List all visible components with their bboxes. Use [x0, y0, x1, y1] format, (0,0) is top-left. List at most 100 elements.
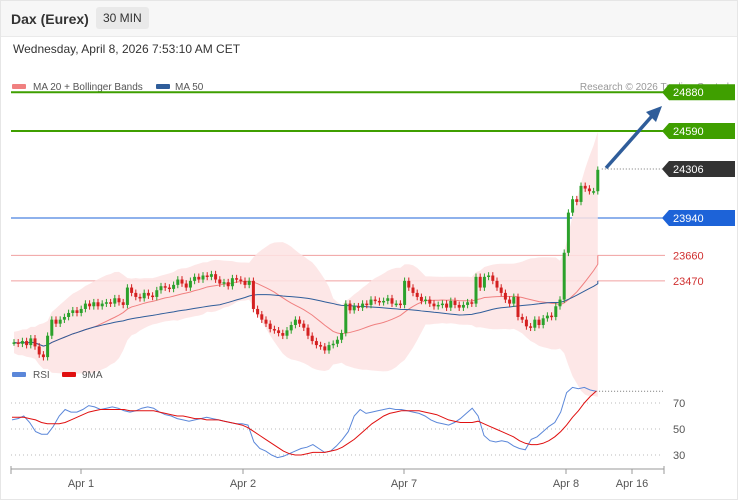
time-axis: Apr 1 Apr 2 Apr 7 Apr 8 Apr 16 [10, 466, 665, 490]
candle-body [386, 298, 390, 301]
candle-body [180, 279, 184, 284]
candle-body [298, 319, 302, 324]
bollinger-band [14, 131, 598, 397]
candle-body [104, 302, 108, 304]
forecast-arrow-shaft [604, 114, 654, 170]
candle-body [188, 280, 192, 288]
candle-body [134, 292, 138, 297]
candle-body [306, 327, 310, 336]
candle-body [113, 298, 117, 304]
candle-body [495, 280, 499, 288]
candle-body [62, 316, 66, 320]
candle-body [289, 325, 293, 331]
candle-body [193, 276, 197, 281]
candle-body [583, 185, 587, 189]
candle-body [251, 280, 255, 309]
candle-body [235, 278, 239, 280]
candle-body [155, 290, 159, 297]
candle-body [201, 275, 205, 280]
candle-body [407, 280, 411, 288]
candle-body [478, 276, 482, 288]
instrument-title: Dax (Eurex) [11, 11, 89, 27]
candle-body [596, 169, 600, 192]
forecast-arrow-head [646, 106, 662, 122]
candle-body [222, 282, 226, 284]
candle-body [277, 330, 281, 334]
candle-body [138, 296, 142, 299]
candle-body [50, 319, 54, 336]
candle-body [285, 330, 289, 336]
candle-body [529, 326, 533, 328]
candle-body [260, 314, 264, 320]
candle-body [520, 316, 524, 320]
legend-9ma-label: 9MA [82, 370, 103, 381]
candle-body [214, 274, 218, 280]
candle-body [293, 319, 297, 326]
candle-body [445, 303, 449, 308]
legend-rsi-swatch [12, 372, 26, 377]
candle-body [319, 345, 323, 347]
candle-body [524, 319, 528, 327]
candle-body [390, 298, 394, 304]
candle-body [571, 199, 575, 213]
candle-body [470, 302, 474, 304]
legend-9ma-swatch [62, 372, 76, 377]
candle-body [579, 185, 583, 202]
candle-body [125, 287, 129, 305]
candle-body [314, 341, 318, 346]
candle-body [419, 296, 423, 301]
candle-body [377, 300, 381, 303]
candle-body [205, 275, 209, 278]
candle-body [499, 287, 503, 293]
legend-rsi-label: RSI [33, 370, 50, 381]
candle-body [592, 191, 596, 193]
candle-body [361, 303, 365, 308]
candle-body [12, 342, 16, 344]
candle-body [83, 303, 87, 309]
level-label-24306: 24306 [673, 164, 704, 176]
rsi-tick-30: 30 [673, 450, 685, 462]
candle-body [247, 280, 251, 285]
candle-body [54, 319, 58, 324]
candle-body [554, 306, 558, 317]
candle-body [512, 296, 516, 304]
candle-body [331, 343, 335, 346]
candle-body [398, 303, 402, 306]
candle-body [41, 354, 45, 358]
candle-body [209, 274, 213, 277]
candle-body [239, 279, 243, 282]
candle-body [226, 282, 230, 287]
candle-body [256, 308, 260, 315]
candle-body [428, 299, 432, 304]
rsi-line [11, 386, 597, 459]
candle-body [415, 292, 419, 297]
candle-body [440, 303, 444, 306]
legend-ma20-label: MA 20 + Bollinger Bands [33, 82, 143, 93]
candle-body [79, 308, 83, 313]
rsi-tick-70: 70 [673, 398, 685, 410]
candle-body [268, 323, 272, 330]
candle-body [411, 287, 415, 293]
candle-body [453, 300, 457, 305]
level-label-23660: 23660 [673, 250, 704, 262]
candle-body [230, 278, 234, 287]
candle-body [403, 280, 407, 305]
level-label-23940: 23940 [673, 213, 704, 225]
candle-body [37, 346, 41, 355]
candle-body [96, 302, 100, 307]
price-panel: 24880 24590 24306 23940 23660 23470 [11, 84, 735, 397]
rsi-panel: 70 50 30 [11, 386, 685, 462]
candle-body [516, 296, 520, 317]
candle-body [302, 323, 306, 328]
candle-body [541, 318, 545, 326]
candle-body [16, 342, 20, 344]
candle-body [327, 345, 331, 351]
candle-body [176, 279, 180, 285]
interval-badge[interactable]: 30 MIN [96, 7, 149, 29]
candle-body [503, 292, 507, 300]
candle-body [25, 341, 29, 346]
candle-body [550, 315, 554, 318]
candle-body [356, 306, 360, 308]
candle-body [100, 303, 104, 307]
candle-body [272, 329, 276, 331]
